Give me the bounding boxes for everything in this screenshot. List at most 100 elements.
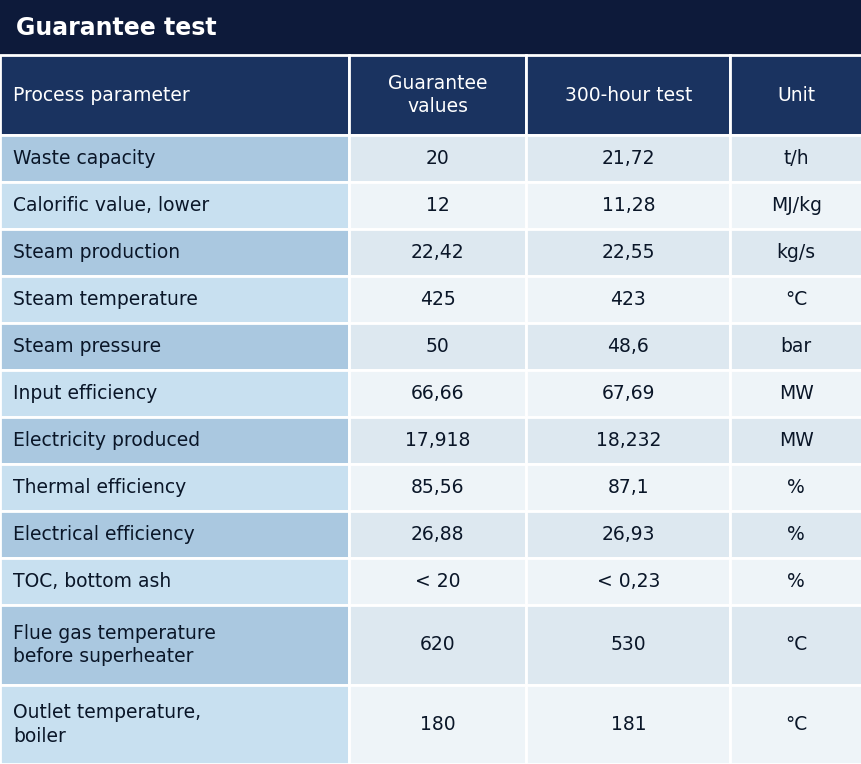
Text: 67,69: 67,69 — [601, 384, 654, 403]
FancyBboxPatch shape — [526, 417, 729, 464]
FancyBboxPatch shape — [349, 135, 526, 182]
FancyBboxPatch shape — [526, 182, 729, 229]
FancyBboxPatch shape — [349, 511, 526, 558]
FancyBboxPatch shape — [0, 464, 349, 511]
Text: Steam pressure: Steam pressure — [13, 337, 161, 356]
Text: 22,42: 22,42 — [411, 243, 464, 262]
FancyBboxPatch shape — [349, 464, 526, 511]
Text: t/h: t/h — [783, 149, 808, 168]
Text: Calorific value, lower: Calorific value, lower — [13, 196, 209, 215]
FancyBboxPatch shape — [729, 182, 861, 229]
Text: Electrical efficiency: Electrical efficiency — [13, 525, 195, 544]
Text: 12: 12 — [425, 196, 449, 215]
Text: 48,6: 48,6 — [607, 337, 648, 356]
FancyBboxPatch shape — [729, 135, 861, 182]
FancyBboxPatch shape — [729, 685, 861, 764]
Text: 530: 530 — [610, 636, 646, 654]
Text: °C: °C — [784, 636, 807, 654]
Text: 85,56: 85,56 — [411, 478, 464, 497]
Text: 11,28: 11,28 — [601, 196, 654, 215]
Text: < 0,23: < 0,23 — [596, 572, 660, 591]
Text: 423: 423 — [610, 290, 646, 309]
Text: 22,55: 22,55 — [601, 243, 654, 262]
Text: 620: 620 — [419, 636, 455, 654]
FancyBboxPatch shape — [0, 511, 349, 558]
FancyBboxPatch shape — [349, 370, 526, 417]
Text: 66,66: 66,66 — [411, 384, 464, 403]
Text: 21,72: 21,72 — [601, 149, 654, 168]
Text: 181: 181 — [610, 715, 646, 733]
Text: Steam temperature: Steam temperature — [13, 290, 197, 309]
Text: 180: 180 — [419, 715, 455, 733]
Text: 20: 20 — [425, 149, 449, 168]
Text: Guarantee test: Guarantee test — [15, 15, 216, 40]
Text: Outlet temperature,
boiler: Outlet temperature, boiler — [13, 703, 201, 746]
FancyBboxPatch shape — [0, 229, 349, 276]
FancyBboxPatch shape — [349, 605, 526, 685]
FancyBboxPatch shape — [0, 182, 349, 229]
FancyBboxPatch shape — [526, 464, 729, 511]
Text: < 20: < 20 — [415, 572, 460, 591]
FancyBboxPatch shape — [0, 276, 349, 323]
Text: 300-hour test: 300-hour test — [564, 86, 691, 105]
Text: TOC, bottom ash: TOC, bottom ash — [13, 572, 171, 591]
FancyBboxPatch shape — [729, 276, 861, 323]
FancyBboxPatch shape — [526, 605, 729, 685]
FancyBboxPatch shape — [0, 370, 349, 417]
FancyBboxPatch shape — [526, 558, 729, 605]
FancyBboxPatch shape — [0, 605, 349, 685]
FancyBboxPatch shape — [729, 558, 861, 605]
FancyBboxPatch shape — [0, 417, 349, 464]
Text: 18,232: 18,232 — [595, 431, 660, 450]
Text: bar: bar — [780, 337, 811, 356]
Text: Steam production: Steam production — [13, 243, 180, 262]
FancyBboxPatch shape — [526, 511, 729, 558]
Text: Thermal efficiency: Thermal efficiency — [13, 478, 186, 497]
FancyBboxPatch shape — [526, 685, 729, 764]
Text: MW: MW — [778, 384, 813, 403]
Text: %: % — [786, 478, 804, 497]
Text: kg/s: kg/s — [776, 243, 815, 262]
FancyBboxPatch shape — [349, 276, 526, 323]
FancyBboxPatch shape — [349, 558, 526, 605]
FancyBboxPatch shape — [349, 417, 526, 464]
FancyBboxPatch shape — [729, 605, 861, 685]
FancyBboxPatch shape — [349, 229, 526, 276]
FancyBboxPatch shape — [0, 685, 349, 764]
FancyBboxPatch shape — [729, 464, 861, 511]
FancyBboxPatch shape — [349, 182, 526, 229]
Text: MJ/kg: MJ/kg — [770, 196, 821, 215]
Text: Flue gas temperature
before superheater: Flue gas temperature before superheater — [13, 623, 215, 666]
FancyBboxPatch shape — [729, 229, 861, 276]
FancyBboxPatch shape — [349, 55, 526, 135]
FancyBboxPatch shape — [0, 323, 349, 370]
FancyBboxPatch shape — [729, 370, 861, 417]
Text: °C: °C — [784, 290, 807, 309]
Text: 87,1: 87,1 — [607, 478, 648, 497]
Text: Input efficiency: Input efficiency — [13, 384, 157, 403]
Text: %: % — [786, 572, 804, 591]
FancyBboxPatch shape — [0, 558, 349, 605]
FancyBboxPatch shape — [0, 135, 349, 182]
FancyBboxPatch shape — [729, 55, 861, 135]
Text: Process parameter: Process parameter — [13, 86, 189, 105]
FancyBboxPatch shape — [526, 323, 729, 370]
FancyBboxPatch shape — [526, 229, 729, 276]
FancyBboxPatch shape — [526, 276, 729, 323]
FancyBboxPatch shape — [349, 685, 526, 764]
Text: %: % — [786, 525, 804, 544]
Text: MW: MW — [778, 431, 813, 450]
FancyBboxPatch shape — [349, 323, 526, 370]
FancyBboxPatch shape — [526, 135, 729, 182]
FancyBboxPatch shape — [729, 511, 861, 558]
Text: 425: 425 — [419, 290, 455, 309]
FancyBboxPatch shape — [0, 0, 861, 55]
Text: 26,93: 26,93 — [601, 525, 654, 544]
Text: 50: 50 — [425, 337, 449, 356]
Text: °C: °C — [784, 715, 807, 733]
FancyBboxPatch shape — [729, 323, 861, 370]
Text: Electricity produced: Electricity produced — [13, 431, 200, 450]
Text: 17,918: 17,918 — [405, 431, 470, 450]
Text: Unit: Unit — [777, 86, 815, 105]
Text: Guarantee
values: Guarantee values — [387, 74, 487, 116]
